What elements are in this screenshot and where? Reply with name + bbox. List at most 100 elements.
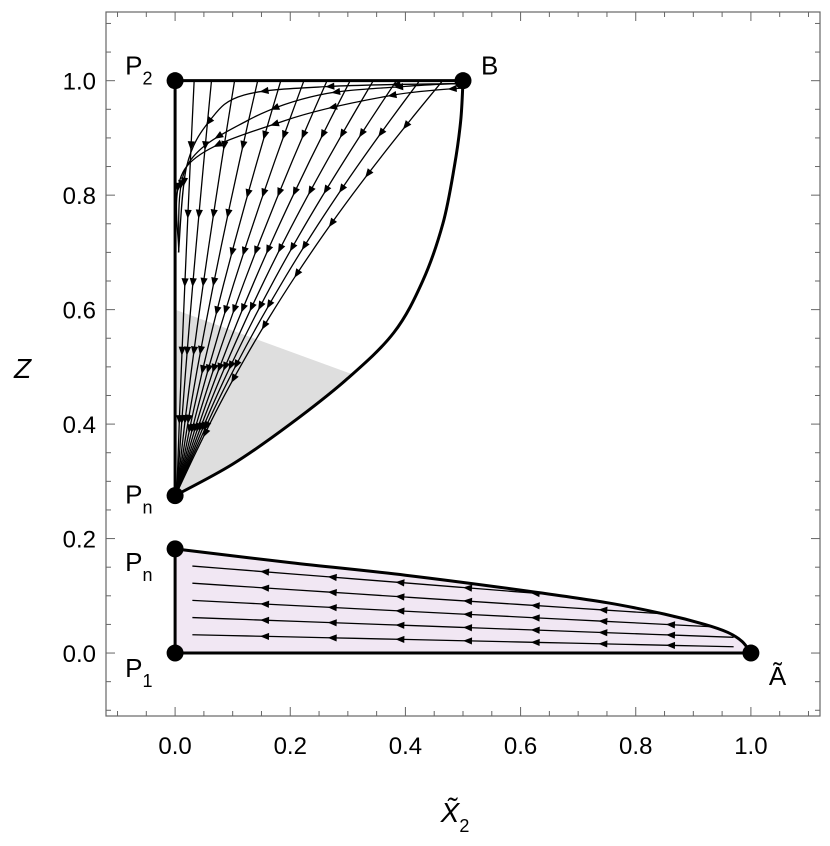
lower-stream-0-arrow [530,638,540,647]
point-label-Pn_upper: Pn [125,480,152,518]
point-label-sub-P2: 2 [142,69,152,89]
upper-stream-6-arrow [211,363,219,373]
upper-stream-8-arrow [249,301,257,312]
lower-stream-0-arrow [327,634,337,642]
upper-stream-10-arrow [234,359,242,369]
lower-stream-0-arrow [260,632,270,641]
point-label-B: B [481,51,498,81]
upper-stream-4-arrow [214,305,222,316]
y-tick-label: 0.8 [63,183,96,210]
upper-stream-7-arrow [241,302,248,313]
upper-top-stream-2 [175,82,463,253]
upper-top-stream-2-arrow [387,91,397,99]
lower-stream-4-arrow [260,568,270,576]
upper-stream-9-arrow [228,360,236,370]
upper-top-stream-1-arrow [394,83,404,91]
point-Pn_upper [166,487,184,505]
upper-stream-1-arrow [189,277,197,288]
upper-stream-2-arrow [210,209,218,219]
lower-stream-3-arrow [260,584,270,592]
point-label-P1: P1 [125,653,152,691]
y-tick-label: 0.4 [63,412,96,439]
lower-stream-4-arrow [665,600,676,608]
upper-stream-8-arrow [278,243,286,253]
x-tick-label: 0.4 [389,733,422,760]
upper-stream-4-arrow [229,247,237,257]
x-tick-label: 0.8 [619,733,652,760]
upper-stream-7-arrow [292,186,300,197]
upper-stream-3-arrow [211,276,219,287]
point-label-A: Ã [769,661,787,691]
point-Pn_lower [166,540,184,558]
upper-stream-8-arrow [223,361,231,372]
x-axis-title: X̃2 [440,797,470,836]
axis-labels: 0.0 0.2 0.4 0.6 0.8 1.0 0.0 0.2 0.4 0.6 0.8 1.0 X̃2 Z… [13,51,787,836]
upper-stream-1-arrow [195,209,203,219]
upper-stream-6-arrow [232,304,240,314]
upper-stream-9-arrow [359,128,367,138]
fixed-points [166,72,760,662]
upper-stream-7-arrow [217,362,225,373]
lower-stream-2-arrow [327,604,337,612]
upper-stream-5-arrow [261,187,269,198]
point-label-sub-P1: 1 [142,671,152,691]
upper-stream-9-arrow [289,241,298,252]
regions-layer [175,80,751,654]
upper-stream-7-arrow [266,244,274,254]
lower-stream-4-arrow [395,579,405,587]
upper-stream-5-arrow [223,304,231,315]
upper-stream-11-arrow [294,268,303,278]
upper-stream-4-arrow [262,130,270,140]
lower-stream-1-arrow [395,621,405,629]
x-tick-label: 0.2 [274,733,307,760]
upper-stream-1-arrow [183,346,192,356]
lower-stream-2-arrow [395,607,405,615]
lower-stream-0-arrow [395,635,405,644]
upper-top-stream-2-arrow [447,84,457,93]
upper-top-stream-1 [177,82,458,253]
upper-stream-10-arrow [266,299,275,309]
upper-stream-2-arrow [200,277,208,287]
lower-stream-1 [192,616,734,639]
upper-stream-6-arrow [277,187,285,197]
lower-stream-3-arrow [598,606,608,614]
upper-top-stream-2-arrow [270,119,280,127]
upper-stream-3 [176,81,259,493]
lower-boundary-curve [174,547,753,654]
lower-stream-1-arrow [463,624,473,632]
upper-top-stream-2-arrow [328,102,338,110]
y-axis-title: Z [13,353,32,384]
upper-stream-5-arrow [206,363,213,374]
lower-stream-3-arrow [327,589,337,597]
upper-stream-7-arrow [320,129,328,139]
point-label-P2: P2 [125,51,152,89]
upper-stream-3-arrow [197,345,206,356]
upper-stream-2-line [176,81,236,493]
x-tick-label: 0.0 [158,733,191,760]
lower-stream-0-arrow [665,641,676,650]
upper-stream-9-arrow [323,184,332,195]
upper-stream-10-arrow [301,240,310,251]
lower-stream-2-arrow [665,621,676,629]
upper-stream-11-arrow [261,320,270,330]
point-label-Pn_lower: Pn [125,547,152,585]
point-P2 [166,72,184,90]
x-tick-label: 0.6 [504,733,537,760]
upper-stream-3-arrow [240,140,248,150]
lower-stream-4-arrow [327,573,337,582]
upper-top-stream-0-arrow [259,86,269,94]
upper-stream-8-arrow [339,128,348,139]
upper-top-stream-0-line [177,82,458,253]
upper-stream-11-arrow [203,427,211,438]
upper-stream-5-arrow [282,129,289,140]
upper-stream-10-line [176,81,420,494]
y-tick-label: 1.0 [63,69,96,96]
lower-stream-3-arrow [463,597,473,605]
point-P1 [166,644,184,662]
streamlines-layer [175,80,734,650]
lower-stream-1-arrow [665,631,676,639]
lower-stream-1-arrow [530,626,540,634]
point-label-sub-Pn_upper: n [142,498,152,518]
lower-stream-2 [192,599,734,629]
